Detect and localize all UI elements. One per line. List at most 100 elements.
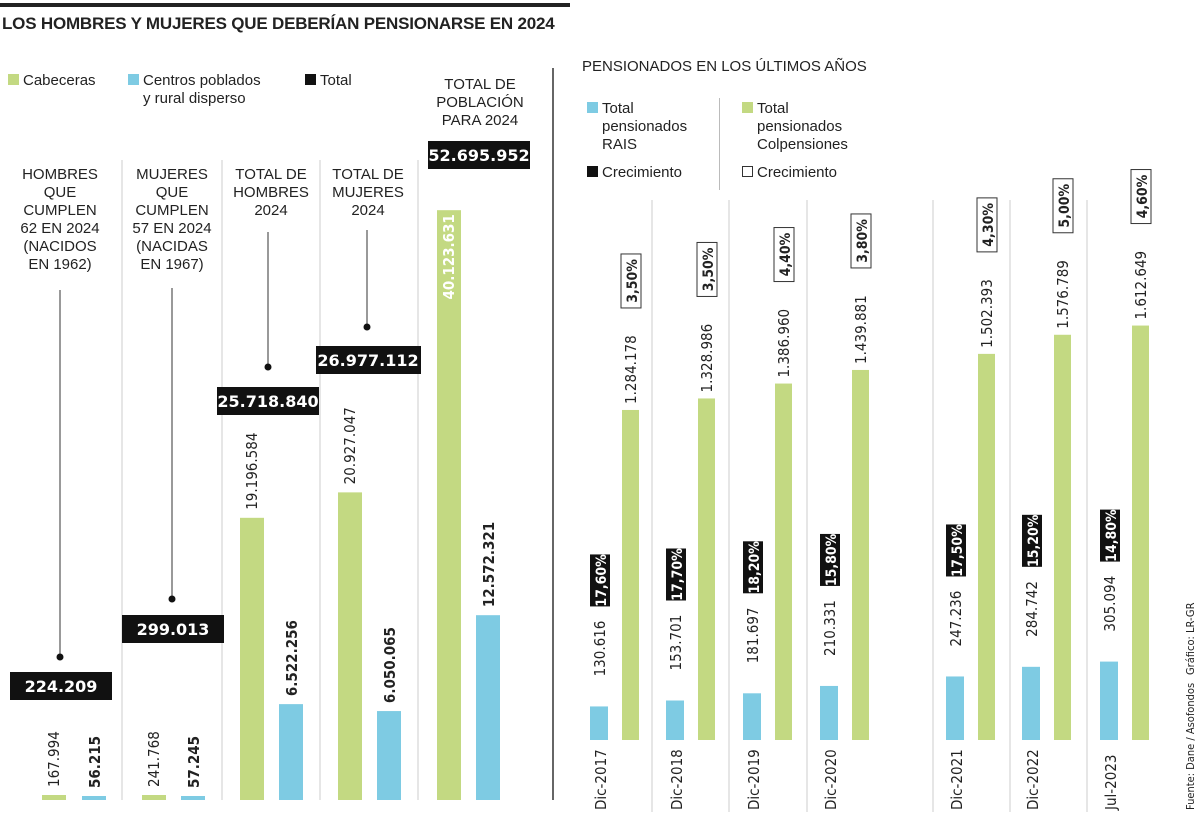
- x-tick-label: Dic-2020: [822, 749, 840, 810]
- header-line: TOTAL DE: [332, 166, 404, 183]
- bar-cabeceras: [437, 210, 461, 800]
- header-line: (NACIDAS: [136, 238, 208, 255]
- growth-label-colpensiones: 4,30%: [981, 203, 997, 247]
- total-box: [316, 346, 421, 374]
- bar-cabeceras: [142, 795, 166, 800]
- header-line: HOMBRES: [233, 184, 309, 201]
- bar-rais: [743, 693, 761, 740]
- header-line: 2024: [351, 202, 385, 219]
- x-tick-label: Dic-2018: [668, 749, 686, 810]
- header-line: EN 1967): [140, 256, 204, 273]
- growth-label-colpensiones: 5,00%: [1057, 184, 1073, 228]
- bar-rural: [279, 704, 303, 800]
- legend-rais-growth: Crecimiento: [587, 164, 682, 182]
- legend-label: Total: [757, 100, 789, 117]
- legend-label: Crecimiento: [602, 164, 683, 181]
- bar-label-colpensiones: 1.284.178: [622, 335, 640, 404]
- legend-label: RAIS: [602, 136, 638, 153]
- growth-label-colpensiones: 3,50%: [701, 247, 717, 291]
- growth-box-rais: [1022, 514, 1042, 567]
- growth-box-rais: [820, 533, 840, 586]
- bar-label-rural: 56.215: [86, 736, 104, 788]
- x-tick-label: Dic-2022: [1024, 749, 1042, 810]
- legend-total: Total: [305, 72, 352, 90]
- bar-label-rural: 6.522.256: [283, 620, 301, 696]
- total-box: [10, 672, 112, 700]
- leader-dot: [168, 595, 176, 603]
- bar-label-rais: 305.094: [1101, 576, 1119, 632]
- header-line: CUMPLEN: [23, 202, 97, 219]
- total-label: 299.013: [137, 620, 210, 639]
- bar-colpensiones: [775, 383, 792, 740]
- bar-rais: [1022, 666, 1040, 740]
- growth-label-colpensiones: 4,60%: [1135, 174, 1151, 218]
- total-label: 26.977.112: [317, 351, 418, 370]
- bar-label-cabeceras: 40.123.631: [440, 214, 458, 299]
- header-line: MUJERES: [332, 184, 404, 201]
- growth-box-colpensiones: [1052, 178, 1074, 234]
- growth-label-rais: 15,80%: [824, 533, 840, 586]
- bar-label-rais: 153.701: [667, 615, 685, 671]
- growth-box-rais: [666, 548, 686, 601]
- growth-label-rais: 14,80%: [1104, 509, 1120, 562]
- total-label: 25.718.840: [217, 392, 318, 411]
- growth-label-rais: 18,20%: [747, 541, 763, 594]
- header-line: EN 1962): [28, 256, 92, 273]
- total-box: [122, 615, 224, 643]
- header-line: QUE: [43, 184, 77, 201]
- growth-box-rais: [1100, 509, 1120, 562]
- blue-swatch-icon: [128, 74, 139, 85]
- bar-rais: [1100, 661, 1118, 740]
- growth-label-rais: 17,60%: [594, 554, 610, 607]
- legend-cabeceras: Cabeceras: [8, 72, 96, 90]
- header-line: MUJERES: [136, 166, 208, 183]
- bar-label-cabeceras: 20.927.047: [341, 407, 359, 484]
- x-tick-label: Jul-2023: [1102, 755, 1120, 812]
- header-line: 57 EN 2024: [132, 220, 212, 237]
- legend-colpensiones: Total pensionados Colpensiones: [742, 100, 848, 154]
- bar-label-rais: 284.742: [1023, 581, 1041, 637]
- total-label: 224.209: [25, 677, 98, 696]
- x-tick-label: Dic-2019: [745, 749, 763, 810]
- legend-label: Total: [602, 100, 634, 117]
- legend-label: Total: [320, 72, 352, 89]
- header-line: (NACIDOS: [23, 238, 97, 255]
- growth-box-colpensiones: [1130, 169, 1152, 225]
- bar-label-cabeceras: 167.994: [45, 731, 63, 787]
- x-tick-label: Dic-2017: [592, 749, 610, 810]
- header-line: PARA 2024: [441, 112, 519, 129]
- growth-label-rais: 17,70%: [670, 548, 686, 601]
- bar-colpensiones: [1132, 325, 1149, 740]
- group-header: TOTAL DE MUJERES 2024: [313, 166, 423, 220]
- bar-label-cabeceras: 19.196.584: [243, 433, 261, 510]
- credit-note: Gráfico: LR-GR: [1184, 602, 1197, 675]
- bar-label-colpensiones: 1.386.960: [775, 309, 793, 378]
- legend-label: y rural disperso: [143, 90, 246, 107]
- bar-rais: [590, 706, 608, 740]
- legend-label: Centros poblados: [143, 72, 261, 89]
- bar-label-colpensiones: 1.439.881: [852, 295, 870, 364]
- header-line: 2024: [254, 202, 288, 219]
- bar-label-rural: 57.245: [185, 736, 203, 788]
- bar-colpensiones: [978, 353, 995, 740]
- group-header: HOMBRES QUE CUMPLEN 62 EN 2024 (NACIDOS EN 19…: [5, 166, 115, 274]
- total-label: 52.695.952: [428, 146, 529, 165]
- bar-colpensiones: [852, 369, 869, 740]
- group-header: MUJERES QUE CUMPLEN 57 EN 2024 (NACIDAS EN 19…: [117, 166, 227, 274]
- bar-rural: [476, 615, 500, 800]
- growth-label-colpensiones: 3,80%: [855, 219, 871, 263]
- growth-label-colpensiones: 4,40%: [778, 232, 794, 276]
- black-swatch-icon: [587, 166, 598, 177]
- page-title: LOS HOMBRES Y MUJERES QUE DEBERÍAN PENSI…: [2, 14, 555, 33]
- header-line: CUMPLEN: [135, 202, 209, 219]
- legend-label: pensionados: [602, 118, 688, 135]
- legend-label: Colpensiones: [757, 136, 848, 153]
- leader-dot: [264, 363, 272, 371]
- bar-label-colpensiones: 1.576.789: [1054, 260, 1072, 329]
- total-box: [428, 141, 530, 169]
- bar-colpensiones: [1054, 334, 1071, 740]
- bar-label-rais: 247.236: [947, 591, 965, 647]
- bar-colpensiones: [622, 409, 639, 740]
